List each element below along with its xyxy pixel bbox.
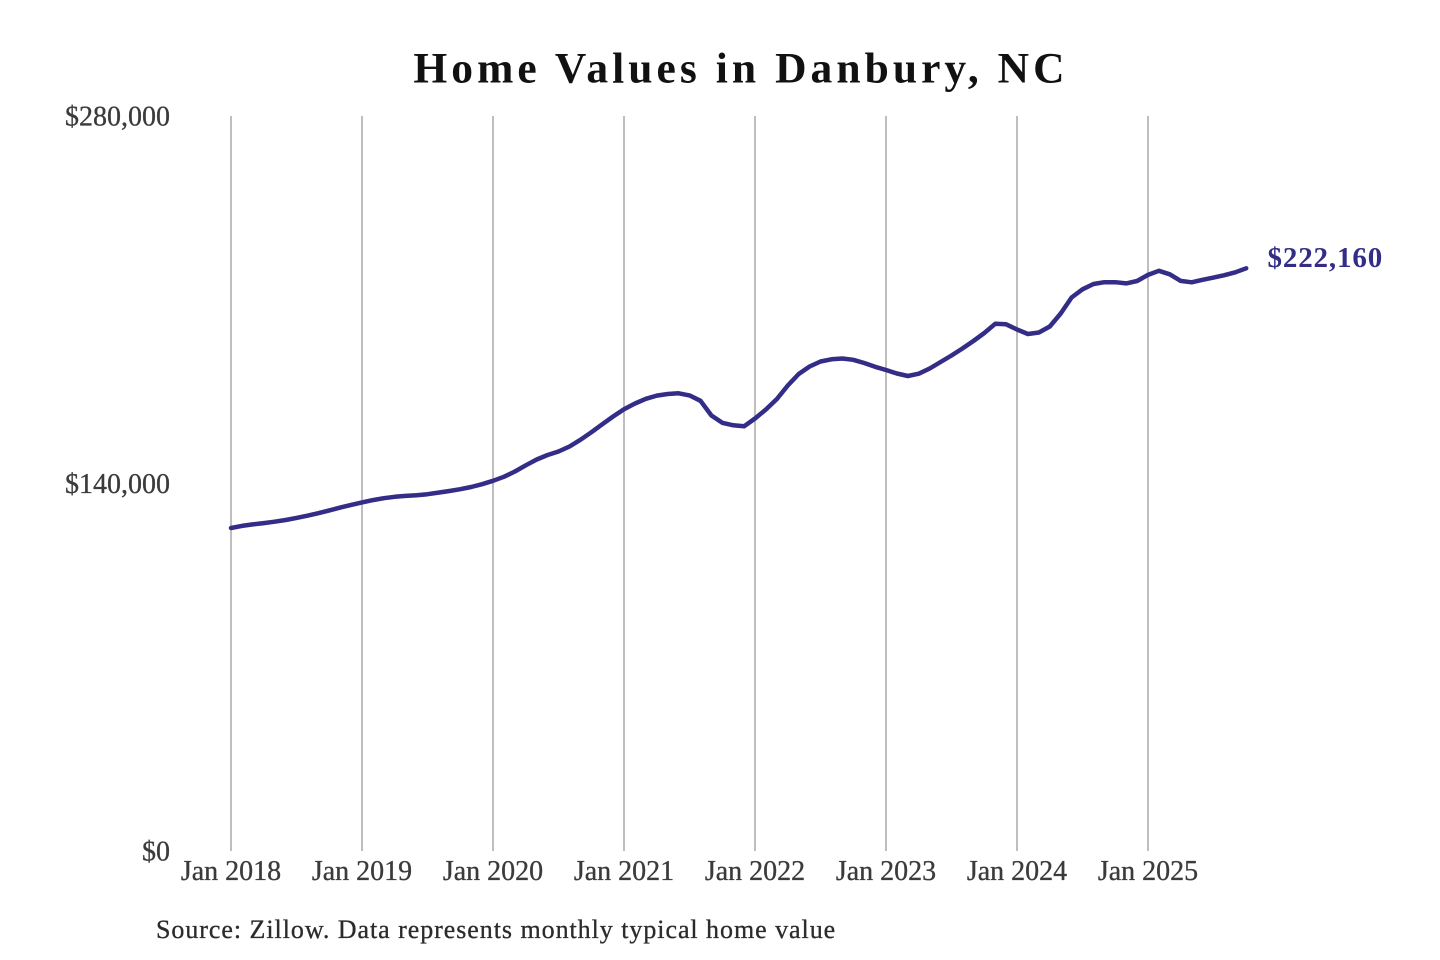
svg-text:Home Values in Danbury, NC: Home Values in Danbury, NC xyxy=(413,45,1068,93)
svg-text:$280,000: $280,000 xyxy=(65,101,170,132)
svg-text:Source: Zillow. Data represent: Source: Zillow. Data represents monthly … xyxy=(156,915,836,944)
svg-text:$222,160: $222,160 xyxy=(1268,242,1384,274)
svg-text:Jan 2020: Jan 2020 xyxy=(443,856,543,887)
svg-text:$140,000: $140,000 xyxy=(65,469,170,500)
svg-text:Jan 2024: Jan 2024 xyxy=(967,856,1067,887)
svg-text:Jan 2018: Jan 2018 xyxy=(181,856,281,887)
svg-text:Jan 2019: Jan 2019 xyxy=(312,856,412,887)
svg-text:Jan 2022: Jan 2022 xyxy=(705,856,805,887)
svg-text:Jan 2023: Jan 2023 xyxy=(836,856,936,887)
svg-text:Jan 2021: Jan 2021 xyxy=(574,856,674,887)
svg-text:Jan 2025: Jan 2025 xyxy=(1098,856,1198,887)
svg-text:$0: $0 xyxy=(142,836,170,867)
